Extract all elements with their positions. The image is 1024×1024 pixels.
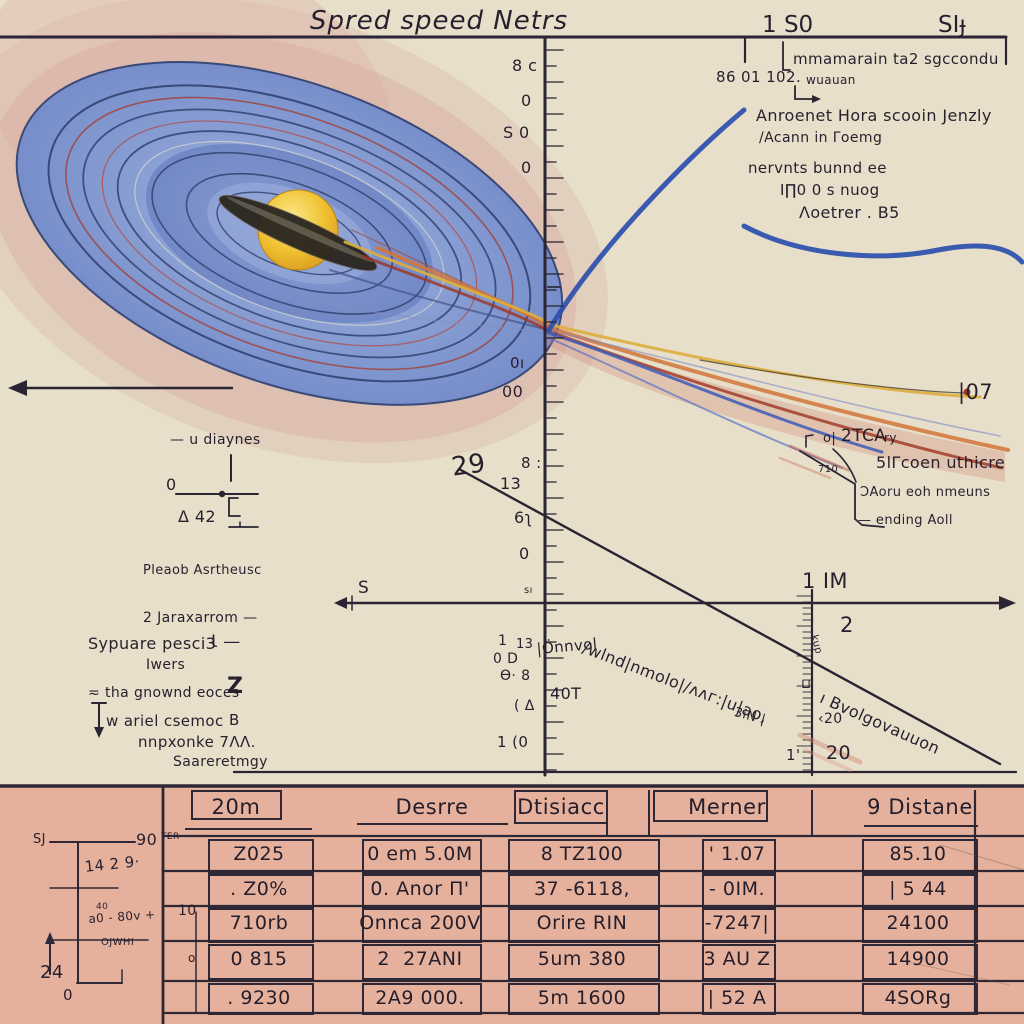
axes-and-lines <box>0 35 1018 777</box>
left-arrowhead-icon <box>8 380 27 396</box>
table-grid <box>0 784 1024 1024</box>
sketch-lines <box>45 841 197 1014</box>
x-axis-arrowhead-icon <box>999 596 1016 610</box>
arrow-right-icon <box>812 95 821 103</box>
y-axis-ticks <box>544 49 564 771</box>
x-axis-left-arrowhead-icon <box>334 597 347 609</box>
right-ruler-ticks <box>796 595 813 771</box>
streak-fan <box>309 229 1010 482</box>
diagonal-line <box>457 467 1002 766</box>
blue-curves <box>546 107 1024 333</box>
down-arrowhead-icon <box>94 727 104 738</box>
up-arrowhead-icon <box>45 932 55 944</box>
saturn-planet-icon <box>218 189 378 272</box>
